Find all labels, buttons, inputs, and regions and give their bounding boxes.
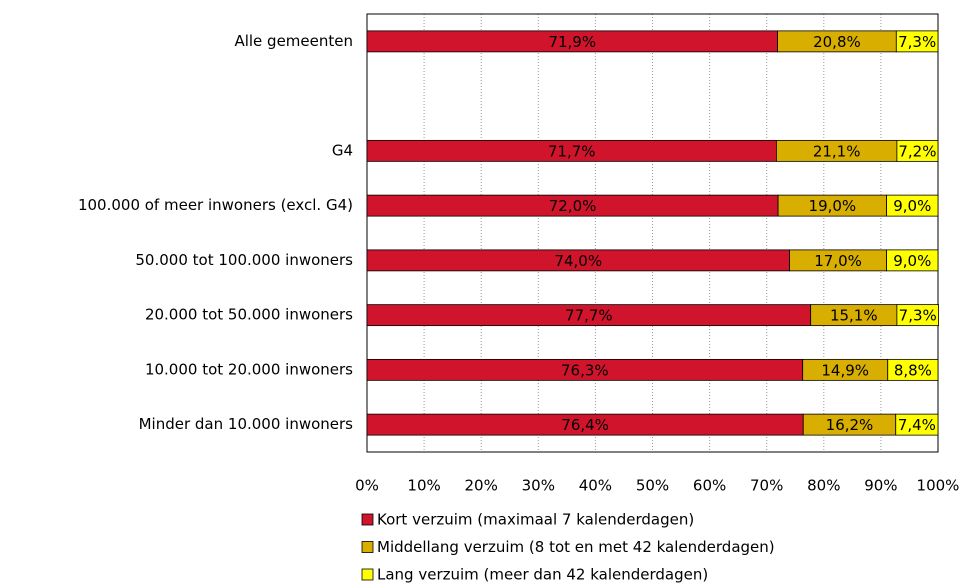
x-tick-label: 0%: [355, 477, 379, 495]
legend-label: Middellang verzuim (8 tot en met 42 kale…: [377, 538, 775, 556]
x-tick-label: 70%: [750, 477, 783, 495]
x-tick-label: 90%: [864, 477, 897, 495]
value-label: 7,3%: [898, 33, 936, 51]
value-label: 19,0%: [809, 197, 857, 215]
legend-label: Lang verzuim (meer dan 42 kalenderdagen): [377, 566, 708, 584]
bar-segment: [896, 139, 939, 162]
x-tick-label: 40%: [579, 477, 612, 495]
legend-swatch: [361, 568, 374, 581]
value-label: 9,0%: [893, 252, 931, 270]
value-label: 15,1%: [830, 307, 878, 325]
x-tick-label: 30%: [522, 477, 555, 495]
y-tick-label: 100.000 of meer inwoners (excl. G4): [78, 196, 353, 214]
y-tick-label: 20.000 tot 50.000 inwoners: [145, 306, 353, 324]
value-label: 71,7%: [548, 142, 596, 160]
legend-swatch: [361, 541, 374, 553]
plot-border: [366, 13, 939, 453]
value-label: 7,2%: [898, 142, 936, 160]
value-label: 72,0%: [549, 197, 597, 215]
bar-segment: [896, 304, 939, 327]
value-label: 71,9%: [548, 33, 596, 51]
value-label: 14,9%: [821, 361, 869, 379]
bar-segment: [886, 249, 939, 272]
value-label: 21,1%: [813, 142, 861, 160]
value-label: 16,2%: [826, 416, 874, 434]
value-label: 8,8%: [894, 361, 932, 379]
x-tick-label: 50%: [636, 477, 669, 495]
x-tick-label: 20%: [465, 477, 498, 495]
y-tick-label: Minder dan 10.000 inwoners: [139, 415, 354, 433]
value-label: 17,0%: [814, 252, 862, 270]
x-tick-label: 80%: [807, 477, 840, 495]
legend-swatch: [361, 513, 374, 526]
value-label: 74,0%: [554, 252, 602, 270]
bar-segment: [886, 194, 939, 217]
value-label: 76,3%: [561, 361, 609, 379]
value-label: 20,8%: [813, 33, 861, 51]
legend-label: Kort verzuim (maximaal 7 kalenderdagen): [377, 511, 694, 529]
x-tick-label: 60%: [693, 477, 726, 495]
x-tick-label: 100%: [917, 477, 960, 495]
y-tick-label: 10.000 tot 20.000 inwoners: [145, 360, 353, 378]
bar-segment: [895, 413, 939, 436]
value-label: 76,4%: [561, 416, 609, 434]
value-label: 9,0%: [893, 197, 931, 215]
y-tick-label: Alle gemeenten: [234, 32, 353, 50]
y-tick-label: G4: [332, 141, 353, 159]
y-tick-label: 50.000 tot 100.000 inwoners: [135, 251, 353, 269]
bar-segment: [895, 30, 939, 53]
bar-segment: [887, 358, 939, 381]
value-label: 7,4%: [898, 416, 936, 434]
value-label: 77,7%: [565, 307, 613, 325]
value-label: 7,3%: [899, 307, 937, 325]
x-tick-label: 10%: [407, 477, 440, 495]
